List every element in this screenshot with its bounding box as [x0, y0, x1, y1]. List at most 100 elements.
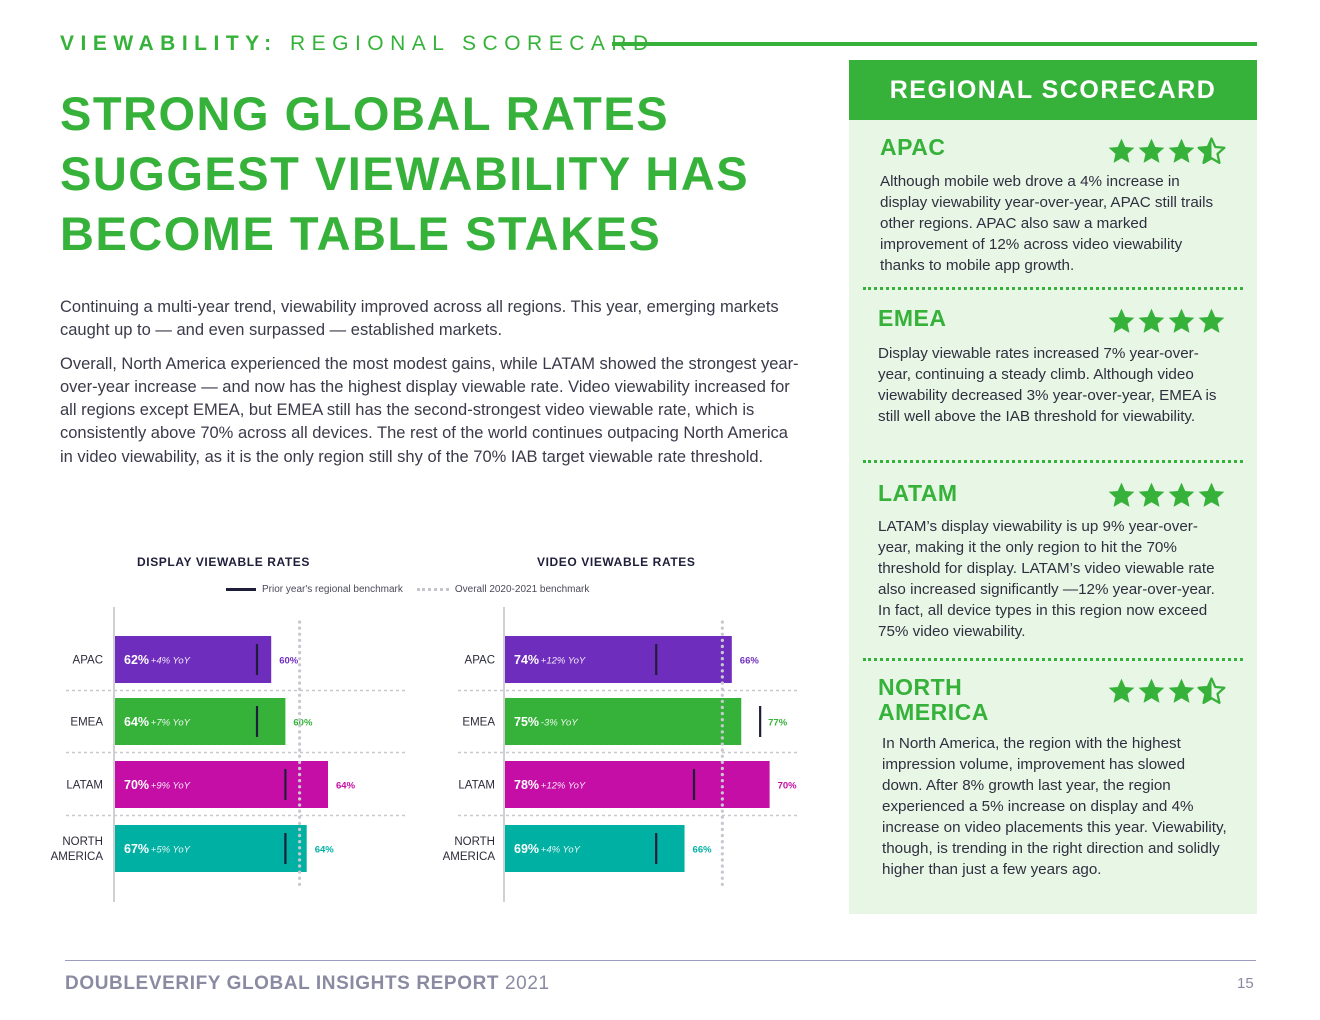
- bar-latam: [505, 761, 770, 808]
- prior-year-label: 60%: [293, 718, 313, 729]
- prior-year-label: 64%: [336, 781, 356, 792]
- bar-value-label: 78%: [514, 778, 539, 792]
- legend-overall: Overall 2020-2021 benchmark: [416, 584, 590, 595]
- region-description: In North America, the region with the hi…: [882, 735, 1227, 878]
- prior-year-label: 60%: [279, 656, 299, 667]
- display-chart-title: DISPLAY VIEWABLE RATES: [137, 555, 311, 569]
- star-icon: [1167, 307, 1196, 340]
- star-icon: [1107, 307, 1136, 340]
- bar-north-america: [115, 825, 307, 872]
- star-icon: [1107, 481, 1136, 514]
- star-icon: [1137, 137, 1166, 170]
- page-number: 15: [1237, 975, 1254, 992]
- footer-rule: [65, 960, 1256, 961]
- bar-value-label: 74%: [514, 653, 539, 667]
- legend-prior-year: Prior year's regional benchmark: [226, 584, 403, 595]
- report-footer: DOUBLEVERIFY GLOBAL INSIGHTS REPORT 2021: [65, 973, 550, 995]
- dotted-divider: [863, 658, 1243, 661]
- prior-year-label: 66%: [693, 845, 713, 856]
- regional-scorecard: REGIONAL SCORECARD APAC Although mobile …: [849, 60, 1257, 914]
- legend-prior-label: Prior year's regional benchmark: [262, 584, 403, 595]
- bar-yoy-label: +9% YoY: [151, 781, 191, 792]
- star-icon: [1107, 677, 1136, 710]
- category-label: LATAM: [66, 780, 103, 792]
- bar-apac: [505, 636, 732, 683]
- dotted-divider: [863, 287, 1243, 290]
- scorecard-title: REGIONAL SCORECARD: [849, 60, 1257, 120]
- legend-overall-label: Overall 2020-2021 benchmark: [454, 584, 590, 595]
- bar-emea: [505, 698, 742, 745]
- region-description: LATAM’s display viewability is up 9% yea…: [878, 518, 1215, 640]
- region-name: APAC: [880, 134, 946, 160]
- headline-line: SUGGEST VIEWABILITY HAS: [60, 147, 750, 200]
- prior-year-label: 64%: [315, 845, 335, 856]
- bar-value-label: 69%: [514, 842, 539, 856]
- kicker-light: REGIONAL SCORECARD: [289, 32, 655, 55]
- category-label: NORTH: [454, 836, 495, 848]
- bar-yoy-label: +12% YoY: [541, 781, 586, 792]
- region-description: Although mobile web drove a 4% increase …: [880, 173, 1214, 274]
- bar-value-label: 64%: [124, 715, 149, 729]
- prior-year-label: 66%: [740, 656, 760, 667]
- category-label: EMEA: [70, 717, 103, 729]
- region-description: Display viewable rates increased 7% year…: [878, 345, 1217, 425]
- category-label: LATAM: [458, 780, 495, 792]
- star-icon: [1107, 137, 1136, 170]
- intro-paragraph-2: Overall, North America experienced the m…: [60, 354, 799, 466]
- bar-yoy-label: -3% YoY: [541, 718, 578, 729]
- headline-line: STRONG GLOBAL RATES: [60, 87, 670, 140]
- star-icon: [1137, 307, 1166, 340]
- region-name: EMEA: [878, 305, 947, 331]
- category-label: AMERICA: [443, 851, 496, 863]
- kicker-rule: [612, 42, 1257, 46]
- footer-report-title: DOUBLEVERIFY GLOBAL INSIGHTS REPORT: [65, 973, 500, 994]
- intro-paragraph-1: Continuing a multi-year trend, viewabili…: [60, 298, 779, 340]
- star-icon: [1167, 137, 1196, 170]
- headline-line: BECOME TABLE STAKES: [60, 207, 662, 260]
- bar-value-label: 70%: [124, 778, 149, 792]
- region-name: NORTH AMERICA: [878, 675, 989, 725]
- star-rating: [1107, 481, 1226, 514]
- kicker-bold: VIEWABILITY:: [60, 32, 278, 55]
- prior-year-label: 77%: [768, 718, 788, 729]
- region-name: LATAM: [878, 480, 958, 506]
- section-kicker: VIEWABILITY: REGIONAL SCORECARD: [60, 32, 655, 56]
- star-icon: [1197, 481, 1226, 514]
- category-label: NORTH: [62, 836, 103, 848]
- viewable-rates-charts: APAC 62% +4% YoY 60%EMEA 64% +7% YoY 60%LATAM 7…: [51, 607, 800, 902]
- star-rating: [1107, 137, 1226, 170]
- star-icon: [1137, 481, 1166, 514]
- bar-apac: [115, 636, 272, 683]
- star-icon: [1137, 677, 1166, 710]
- page-headline: STRONG GLOBAL RATES SUGGEST VIEWABILITY …: [60, 84, 749, 264]
- bar-yoy-label: +4% YoY: [151, 656, 191, 667]
- video-chart-title: VIDEO VIEWABLE RATES: [537, 555, 696, 569]
- half-star-icon: [1197, 677, 1226, 710]
- legend-dotted-swatch: [416, 588, 449, 591]
- bar-yoy-label: +4% YoY: [541, 845, 581, 856]
- star-icon: [1197, 307, 1226, 340]
- region-name-line-2: AMERICA: [878, 699, 989, 725]
- star-rating: [1107, 677, 1226, 710]
- intro-text: Continuing a multi-year trend, viewabili…: [60, 296, 805, 479]
- dotted-divider: [863, 460, 1243, 463]
- bar-value-label: 75%: [514, 715, 539, 729]
- star-icon: [1167, 677, 1196, 710]
- half-star-icon: [1197, 137, 1226, 170]
- footer-year: 2021: [505, 973, 550, 994]
- category-label: APAC: [465, 655, 495, 667]
- chart-legend: Prior year's regional benchmark Overall …: [226, 584, 589, 595]
- bar-yoy-label: +12% YoY: [541, 656, 586, 667]
- category-label: AMERICA: [51, 851, 104, 863]
- bar-yoy-label: +7% YoY: [151, 718, 191, 729]
- bar-value-label: 62%: [124, 653, 149, 667]
- bar-yoy-label: +5% YoY: [151, 845, 191, 856]
- category-label: APAC: [73, 655, 103, 667]
- bar-value-label: 67%: [124, 842, 149, 856]
- region-name-line-1: NORTH: [878, 674, 963, 700]
- bar-north-america: [505, 825, 685, 872]
- bar-latam: [115, 761, 328, 808]
- prior-year-label: 70%: [778, 781, 798, 792]
- legend-solid-swatch: [226, 588, 256, 591]
- star-icon: [1167, 481, 1196, 514]
